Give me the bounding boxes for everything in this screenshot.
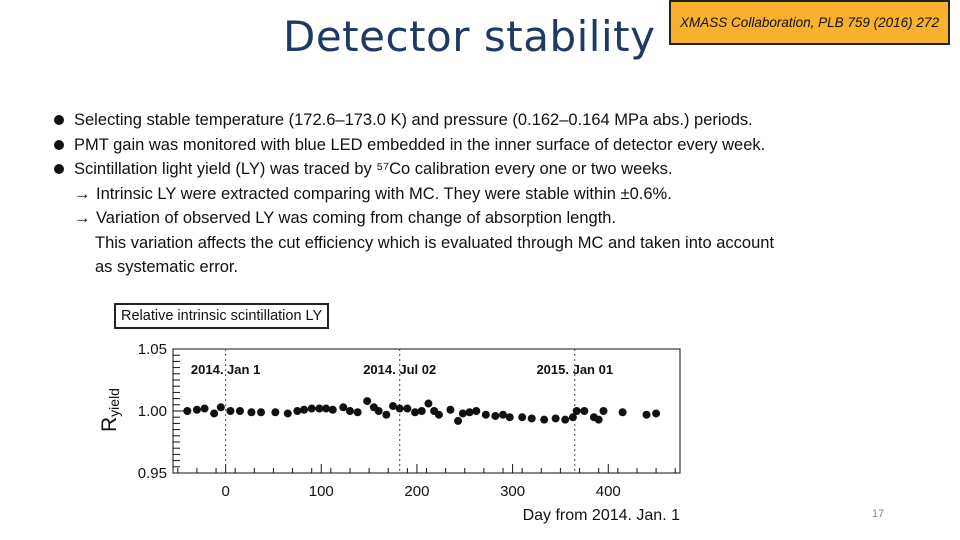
data-point [434, 410, 443, 419]
data-point [652, 409, 661, 418]
data-point [481, 410, 490, 419]
x-tick-label: 200 [404, 483, 429, 500]
bullet-text: Scintillation light yield (LY) was trace… [74, 160, 673, 178]
data-point [599, 407, 608, 415]
data-point [499, 410, 508, 419]
data-point [417, 407, 426, 415]
bullet-list: Selecting stable temperature (172.6–173.… [54, 108, 934, 280]
data-point [505, 413, 514, 422]
date-annotation: 2014. Jan 1 [191, 362, 260, 377]
data-point [411, 408, 420, 417]
data-point [235, 407, 244, 415]
sub-point: → Intrinsic LY were extracted comparing w… [54, 182, 934, 207]
data-point [642, 410, 651, 419]
reference-text: XMASS Collaboration, PLB 759 (2016) 272 [680, 15, 939, 30]
date-annotation: 2014. Jul 02 [363, 362, 436, 377]
x-tick-label: 400 [596, 483, 621, 500]
bullet-dot-icon [54, 115, 64, 125]
sub-point: → Variation of observed LY was coming fro… [54, 206, 934, 231]
bullet-dot-icon [54, 139, 64, 150]
data-point [540, 415, 549, 424]
y-tick-label: 1.05 [138, 341, 167, 358]
data-point [283, 409, 292, 418]
data-point [300, 405, 309, 414]
data-point [328, 405, 337, 414]
arrow-right-icon: → [74, 209, 91, 227]
data-point [345, 407, 354, 415]
bullet-text: PMT gain was monitored with blue LED emb… [74, 135, 766, 154]
slide-title: Detector stability [283, 12, 656, 61]
data-point [247, 408, 256, 417]
data-point [446, 405, 455, 414]
data-point [200, 404, 209, 413]
data-point [580, 407, 589, 415]
data-point [293, 407, 302, 415]
y-tick-label: 0.95 [138, 465, 167, 482]
data-point [374, 407, 383, 415]
bullet-item: Selecting stable temperature (172.6–173.… [54, 108, 934, 133]
data-point [382, 410, 391, 419]
x-tick-label: 300 [500, 483, 525, 500]
data-point [527, 414, 536, 423]
data-point [395, 404, 404, 413]
data-point [216, 403, 225, 412]
data-point [210, 409, 219, 418]
data-point [183, 407, 192, 415]
data-point [353, 408, 362, 417]
data-point [594, 415, 603, 424]
data-point [568, 413, 577, 422]
bullet-text: Selecting stable temperature (172.6–173.… [74, 111, 753, 129]
sub-point-text: Variation of observed LY was coming from… [96, 209, 617, 227]
tick-labels: 0.95 1.00 1.05 0 100 200 300 400 [138, 341, 621, 500]
data-point [271, 408, 280, 417]
data-point [561, 415, 570, 424]
x-tick-label: 0 [221, 483, 229, 500]
annotations: 2014. Jan 1 2014. Jul 02 2015. Jan 01 [191, 349, 613, 473]
bullet-item: PMT gain was monitored with blue LED emb… [54, 133, 934, 158]
data-point [491, 411, 500, 420]
data-point [424, 399, 433, 408]
data-point [458, 409, 467, 418]
page-number: 17 [872, 508, 885, 520]
data-points [183, 397, 661, 425]
data-point [518, 413, 527, 422]
y-tick-label: 1.00 [138, 403, 167, 420]
arrow-right-icon: → [74, 184, 91, 203]
data-point [454, 416, 463, 425]
tick-marks [173, 348, 676, 474]
data-point [307, 404, 316, 413]
x-axis-label: Day from 2014. Jan. 1 [523, 507, 681, 524]
data-point [618, 408, 627, 417]
data-point [572, 407, 581, 415]
data-point [315, 404, 324, 413]
bullet-item: Scintillation light yield (LY) was trace… [54, 157, 934, 182]
reference-box: XMASS Collaboration, PLB 759 (2016) 272 [669, 0, 950, 45]
continuation-line: This variation affects the cut efficienc… [95, 233, 775, 252]
data-point [472, 407, 481, 415]
data-point [465, 408, 474, 417]
date-annotation: 2015. Jan 01 [536, 362, 613, 377]
data-point [363, 397, 372, 406]
data-point [389, 402, 398, 411]
bullet-dot-icon [54, 164, 64, 174]
data-point [322, 404, 331, 413]
y-axis-label: Ryield [98, 388, 122, 432]
data-point [257, 408, 266, 417]
x-tick-label: 100 [309, 483, 334, 500]
chart-caption: Relative intrinsic scintillation LY [114, 303, 330, 329]
data-point [339, 403, 348, 412]
continuation-line: as systematic error. [95, 258, 239, 276]
data-point [226, 407, 235, 415]
data-point [551, 414, 560, 423]
data-point [403, 404, 412, 413]
sub-point-text: Intrinsic LY were extracted comparing wi… [96, 184, 672, 203]
data-point [192, 405, 201, 414]
